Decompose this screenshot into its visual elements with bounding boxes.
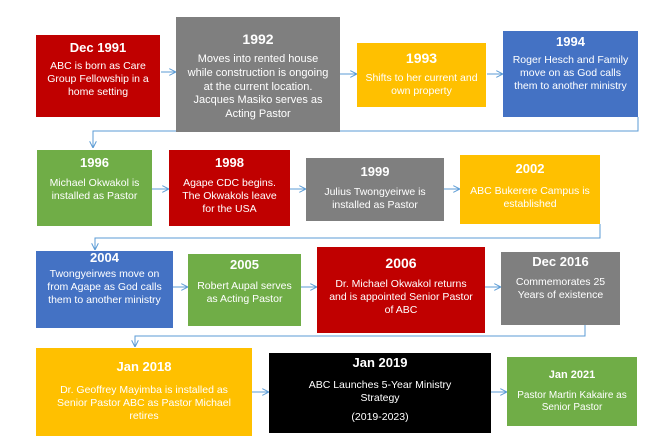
event-text: ABC Launches 5-Year Ministry Strategy xyxy=(308,378,452,405)
event-text: Roger Hesch and Family move on as God ca… xyxy=(512,53,629,93)
event-year: Jan 2019 xyxy=(352,355,408,370)
event-subtext: (2019-2023) xyxy=(351,411,409,424)
event-year: 2006 xyxy=(385,255,417,271)
event-text: Robert Aupal serves as Acting Pastor xyxy=(197,279,292,306)
event-year: Jan 2021 xyxy=(548,369,596,381)
event-text: Twongyeirwes move on from Agape as God c… xyxy=(47,267,162,307)
event-dec-2016: Dec 2016 Commemorates 25 Years of existe… xyxy=(501,252,620,325)
event-year: Dec 1991 xyxy=(69,40,127,55)
event-2006: 2006 Dr. Michael Okwakol returns and is … xyxy=(317,247,485,333)
event-text: Dr. Geoffrey Mayimba is installed as Sen… xyxy=(57,383,231,423)
event-2004: 2004 Twongyeirwes move on from Agape as … xyxy=(36,251,173,328)
event-year: 1996 xyxy=(80,155,109,170)
event-text: Julius Twongyeirwe is installed as Pasto… xyxy=(324,185,426,212)
event-year: Dec 2016 xyxy=(532,254,589,269)
event-year: 1994 xyxy=(556,34,585,49)
event-text: Pastor Martin Kakaire as Senior Pastor xyxy=(517,389,627,414)
event-text: Shifts to her current and own property xyxy=(365,72,478,98)
event-year: 1992 xyxy=(242,31,274,47)
event-1999: 1999 Julius Twongyeirwe is installed as … xyxy=(306,158,444,221)
event-year: 1993 xyxy=(405,50,438,66)
event-2002: 2002 ABC Bukerere Campus is established xyxy=(460,155,600,224)
event-jan-2019: Jan 2019 ABC Launches 5-Year Ministry St… xyxy=(269,353,491,433)
event-text: Dr. Michael Okwakol returns and is appoi… xyxy=(329,278,473,317)
event-1993: 1993 Shifts to her current and own prope… xyxy=(357,43,486,107)
event-year: 1998 xyxy=(215,155,244,170)
event-year: 2004 xyxy=(90,251,119,265)
event-text: Michael Okwakol is installed as Pastor xyxy=(49,176,140,203)
event-year: Jan 2018 xyxy=(116,359,172,374)
event-2005: 2005 Robert Aupal serves as Acting Pasto… xyxy=(188,254,301,326)
event-text: ABC Bukerere Campus is established xyxy=(470,184,590,211)
event-dec-1991: Dec 1991 ABC is born as Care Group Fello… xyxy=(36,35,160,117)
event-text: Moves into rented house while constructi… xyxy=(187,53,329,121)
event-text: ABC is born as Care Group Fellowship in … xyxy=(47,59,149,99)
event-1996: 1996 Michael Okwakol is installed as Pas… xyxy=(37,150,152,226)
event-year: 1999 xyxy=(360,164,390,179)
event-1992: 1992 Moves into rented house while const… xyxy=(176,17,340,132)
connector-arrow xyxy=(135,325,586,346)
event-text: Agape CDC begins. The Okwakols leave for… xyxy=(182,176,277,216)
event-jan-2021: Jan 2021 Pastor Martin Kakaire as Senior… xyxy=(507,357,637,426)
connector-arrow xyxy=(93,117,639,147)
event-jan-2018: Jan 2018 Dr. Geoffrey Mayimba is install… xyxy=(36,348,252,436)
event-year: 2002 xyxy=(515,161,545,176)
connector-arrow xyxy=(95,224,601,249)
event-1994: 1994 Roger Hesch and Family move on as G… xyxy=(503,31,638,117)
event-text: Commemorates 25 Years of existence xyxy=(515,275,606,302)
event-year: 2005 xyxy=(230,257,259,272)
event-1998: 1998 Agape CDC begins. The Okwakols leav… xyxy=(169,150,290,226)
